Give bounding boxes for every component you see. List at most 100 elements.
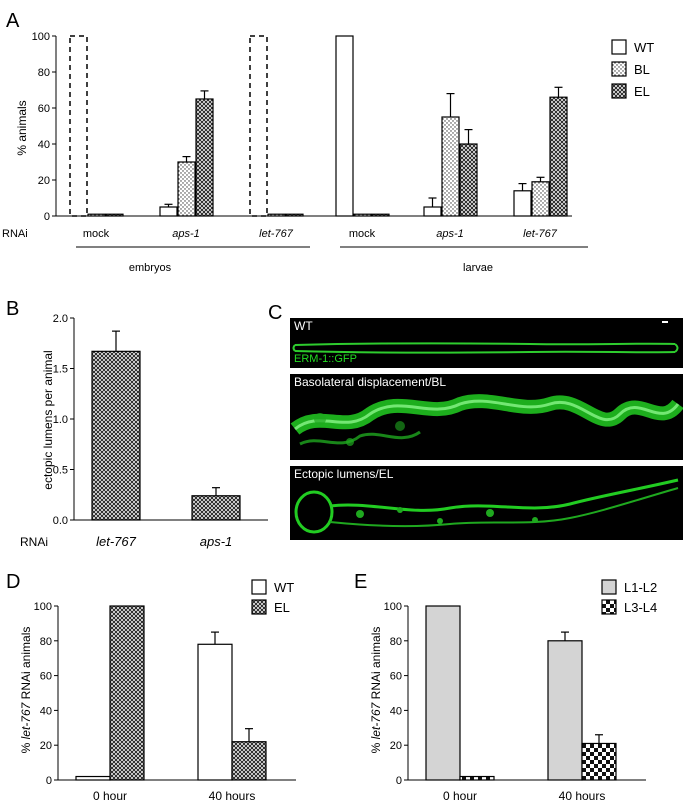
panel-d-bar xyxy=(231,741,267,781)
panel-e-ytick-label: 20 xyxy=(390,740,402,752)
panel-a-ytick-label: 20 xyxy=(38,175,50,187)
panel-b-category-label: let-767 xyxy=(96,534,137,549)
panel-e-bar xyxy=(459,775,495,781)
panel-d-ytick-label: 20 xyxy=(40,740,52,752)
panel-b-ytick-label: 1.0 xyxy=(53,414,68,426)
panel-d-chart: D % let-767 RNAi animals 0 20 40 60 80 100 0 h… xyxy=(6,571,296,803)
micro-label-bl: Basolateral displacement/BL xyxy=(294,375,447,389)
panel-a-bar xyxy=(513,190,532,217)
panel-b-ylabel: ectopic lumens per animal xyxy=(41,350,55,489)
panel-d-legend-label: EL xyxy=(274,600,290,615)
panel-b-category-label: aps-1 xyxy=(200,534,233,549)
panel-a-category-label: mock xyxy=(83,228,110,240)
panel-d-ytick-label: 60 xyxy=(40,671,52,683)
panel-e-legend-swatch xyxy=(601,579,617,595)
panel-a-legend-label: EL xyxy=(634,84,650,99)
panel-b-ytick-label: 2.0 xyxy=(53,313,68,325)
panel-a-ytick-label: 80 xyxy=(38,67,50,79)
panel-d-letter: D xyxy=(6,571,20,593)
panel-a-bar xyxy=(371,213,390,217)
panel-a-bar xyxy=(353,213,372,217)
panel-b-bar xyxy=(191,495,241,521)
panel-a-bar xyxy=(69,35,88,217)
panel-e-legend-label: L3-L4 xyxy=(624,600,657,615)
panel-a-rnai-label: RNAi xyxy=(2,228,28,240)
panel-e-category-label: 0 hour xyxy=(443,789,477,803)
panel-e-ytick-label: 40 xyxy=(390,705,402,717)
panel-d-ytick-label: 80 xyxy=(40,636,52,648)
panel-c-letter-svg: C xyxy=(268,302,282,324)
panel-a-bar xyxy=(177,161,196,217)
panel-d-bar xyxy=(109,605,145,781)
panel-d-ytick-label: 0 xyxy=(46,775,52,787)
panel-e-letter: E xyxy=(354,571,367,593)
panel-c-letter: C xyxy=(268,302,282,324)
panel-a-bar xyxy=(335,35,354,217)
panel-a-bar xyxy=(159,206,178,217)
panel-e-ylabel: % let-767 RNAi animals xyxy=(369,627,383,754)
panel-d-category-label: 40 hours xyxy=(209,789,256,803)
panel-b-rnai-label: RNAi xyxy=(20,535,48,549)
panel-d-ylabel: % let-767 RNAi animals xyxy=(19,627,33,754)
panel-b-letter: B xyxy=(6,298,19,320)
panel-a-bar xyxy=(549,96,568,217)
panel-e-bar xyxy=(581,742,617,781)
panel-a-bar xyxy=(285,213,304,217)
panel-e-ytick-label: 60 xyxy=(390,671,402,683)
panel-d-legend-swatch xyxy=(251,579,267,595)
panel-d-ytick-label: 100 xyxy=(34,601,52,613)
panel-a-group-embryos: embryos xyxy=(129,262,172,274)
panel-a-legend-swatch xyxy=(611,39,627,55)
panel-a-ytick-label: 100 xyxy=(32,31,50,43)
panel-a-legend-label: BL xyxy=(634,62,650,77)
micro-image-wt: WT ERM-1::GFP xyxy=(290,318,683,368)
panel-a-bar xyxy=(87,213,106,217)
panel-a-category-label: mock xyxy=(349,228,376,240)
panel-a-category-label: aps-1 xyxy=(436,228,464,240)
panel-d-legend-label: WT xyxy=(274,580,294,595)
panel-b-bar xyxy=(91,350,141,521)
panel-a-bar xyxy=(105,213,124,217)
panel-a-category-label: let-767 xyxy=(259,228,294,240)
panel-b-ytick-label: 0.0 xyxy=(53,515,68,527)
panel-a-ytick-label: 40 xyxy=(38,139,50,151)
panel-d-category-label: 0 hour xyxy=(93,789,127,803)
panel-a-bar xyxy=(249,35,268,217)
panel-e-bar xyxy=(425,605,461,781)
micro-label-el: Ectopic lumens/EL xyxy=(294,467,394,481)
panel-e-ytick-label: 0 xyxy=(396,775,402,787)
panel-a-legend-swatch xyxy=(611,83,627,99)
panel-a-ylabel: % animals xyxy=(15,100,29,155)
panel-a-category-label: let-767 xyxy=(523,228,558,240)
panel-a-bar xyxy=(531,181,550,217)
panel-a-ytick-label: 60 xyxy=(38,103,50,115)
panel-a-bar xyxy=(423,206,442,217)
panel-a-ytick-label: 0 xyxy=(44,211,50,223)
panel-a-bar xyxy=(459,143,478,217)
panel-a-bar xyxy=(441,116,460,217)
panel-a-chart: A % animals 0 20 40 60 80 100 mock aps-1 let-767… xyxy=(2,10,654,274)
panel-e-ytick-label: 80 xyxy=(390,636,402,648)
panel-b-ytick-label: 0.5 xyxy=(53,465,68,477)
panel-d-bar xyxy=(197,643,233,781)
micro-image-el: Ectopic lumens/EL xyxy=(290,466,683,540)
micro-label-wt: WT xyxy=(294,319,313,333)
panel-a-bar xyxy=(195,98,214,217)
panel-a-legend-label: WT xyxy=(634,40,654,55)
panel-a-group-larvae: larvae xyxy=(463,262,493,274)
panel-e-legend-label: L1-L2 xyxy=(624,580,657,595)
panel-a-bar xyxy=(267,213,286,217)
panel-e-ytick-label: 100 xyxy=(384,601,402,613)
panel-d-legend-swatch xyxy=(251,599,267,615)
panel-d-ytick-label: 40 xyxy=(40,705,52,717)
panel-d-bar xyxy=(75,775,111,781)
panel-a-legend-swatch xyxy=(611,61,627,77)
panel-e-chart: E % let-767 RNAi animals 0 20 40 60 80 100 0 h… xyxy=(354,571,657,803)
micro-image-bl: Basolateral displacement/BL xyxy=(290,374,683,460)
panel-a-category-label: aps-1 xyxy=(172,228,200,240)
micro-marker-label: ERM-1::GFP xyxy=(294,353,357,365)
panel-e-legend-swatch xyxy=(601,599,617,615)
panel-e-category-label: 40 hours xyxy=(559,789,606,803)
panel-b-chart: B ectopic lumens per animal 0.0 0.5 1.0 1.5… xyxy=(6,298,268,549)
panel-a-letter: A xyxy=(6,10,20,32)
